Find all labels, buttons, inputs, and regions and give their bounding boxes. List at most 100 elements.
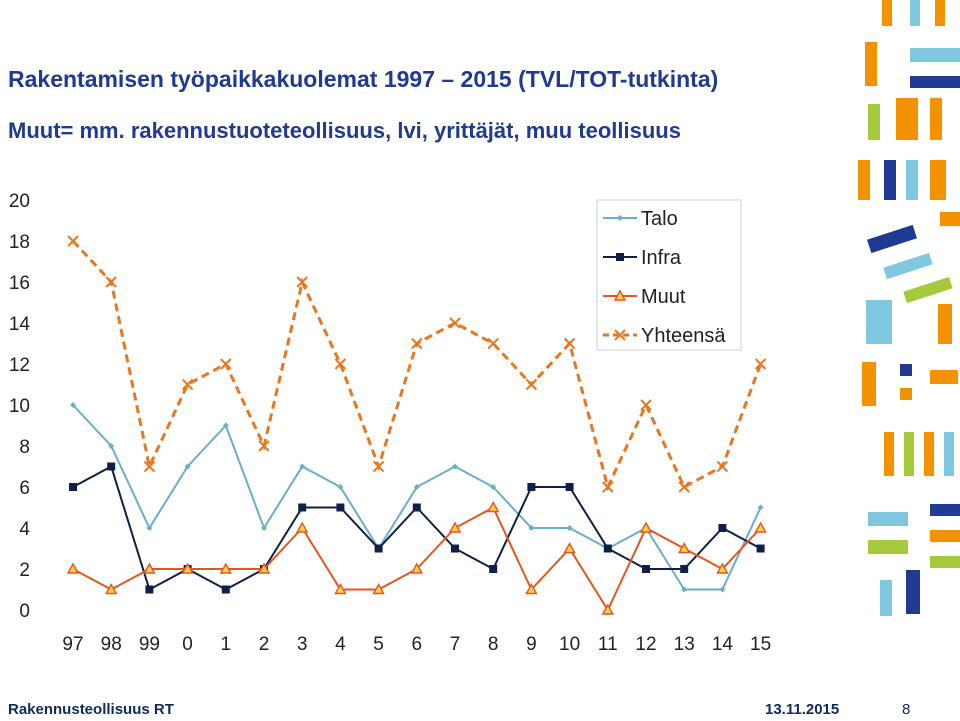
- legend-label-muut: Muut: [641, 286, 686, 308]
- data-point-infra: [298, 503, 307, 512]
- data-point-talo: [337, 484, 344, 490]
- data-point-muut: [143, 562, 156, 574]
- data-point-yhteens-: [411, 337, 423, 350]
- data-point-muut: [181, 562, 194, 574]
- legend-label-yhteens-: Yhteensä: [641, 325, 726, 347]
- data-point-infra: [336, 503, 345, 512]
- page-subtitle: Muut= mm. rakennustuoteteollisuus, lvi, …: [8, 118, 681, 143]
- x-tick-label: 8: [488, 634, 499, 655]
- data-point-infra: [145, 585, 154, 594]
- y-tick-label: 14: [9, 314, 31, 335]
- x-tick-label: 11: [598, 634, 618, 655]
- data-point-yhteens-: [525, 378, 538, 391]
- data-point-yhteens-: [487, 337, 499, 350]
- y-tick-label: 8: [19, 437, 30, 458]
- data-point-muut: [563, 542, 576, 554]
- legend-box: [596, 199, 742, 351]
- x-tick-label: 12: [635, 634, 656, 655]
- data-point-muut: [219, 562, 232, 574]
- data-point-infra: [565, 483, 574, 491]
- footer-date: 13.11.2015: [765, 701, 840, 718]
- footer-org: Rakennusteollisuus RT: [8, 701, 174, 718]
- legend-marker-muut: [613, 289, 627, 301]
- y-tick-label: 12: [9, 355, 30, 376]
- page-title: Rakentamisen työpaikkakuolemat 1997 – 20…: [8, 66, 719, 92]
- x-tick-label: 99: [139, 634, 160, 655]
- data-point-muut: [487, 501, 500, 513]
- y-tick-label: 2: [19, 560, 30, 581]
- data-point-talo: [299, 463, 306, 470]
- footer-page-number: 8: [902, 701, 911, 718]
- data-point-infra: [221, 585, 230, 594]
- data-point-muut: [410, 562, 423, 574]
- y-tick-label: 0: [19, 601, 30, 622]
- data-point-muut: [601, 603, 614, 615]
- data-point-infra: [451, 544, 459, 553]
- data-point-muut: [716, 562, 729, 574]
- y-tick-label: 20: [9, 191, 30, 212]
- data-point-muut: [525, 583, 538, 595]
- data-point-yhteens-: [67, 235, 79, 247]
- legend-marker-yhteens-: [614, 329, 626, 341]
- data-point-infra: [107, 462, 116, 471]
- data-point-talo: [222, 422, 229, 429]
- data-point-yhteens-: [602, 481, 614, 493]
- data-point-muut: [678, 542, 691, 554]
- data-point-yhteens-: [181, 378, 194, 391]
- data-point-infra: [374, 544, 383, 553]
- data-point-yhteens-: [449, 317, 461, 329]
- x-tick-label: 6: [412, 634, 423, 655]
- x-tick-label: 14: [712, 634, 734, 655]
- x-tick-label: 1: [221, 634, 232, 655]
- data-point-yhteens-: [372, 460, 385, 473]
- logo-stripes-icon: [858, 0, 960, 616]
- data-point-talo: [146, 525, 153, 531]
- data-point-talo: [70, 402, 76, 408]
- data-point-talo: [490, 484, 497, 490]
- data-point-talo: [681, 586, 688, 593]
- y-tick-label: 4: [19, 519, 30, 540]
- data-point-talo: [413, 484, 420, 490]
- y-tick-label: 6: [19, 478, 30, 499]
- data-point-muut: [639, 521, 653, 533]
- data-point-yhteens-: [754, 358, 767, 370]
- data-point-muut: [66, 562, 80, 574]
- data-point-muut: [105, 583, 118, 595]
- data-point-talo: [528, 525, 535, 531]
- data-point-infra: [527, 483, 536, 491]
- data-point-talo: [108, 443, 115, 449]
- data-point-muut: [257, 562, 271, 574]
- data-point-muut: [754, 521, 767, 533]
- y-tick-label: 18: [9, 232, 30, 253]
- data-point-talo: [452, 463, 458, 470]
- data-point-infra: [69, 483, 77, 491]
- y-tick-label: 10: [9, 396, 30, 417]
- y-tick-label: 16: [9, 273, 30, 294]
- x-tick-label: 7: [450, 634, 461, 655]
- data-point-infra: [756, 544, 765, 553]
- x-tick-label: 15: [750, 634, 771, 655]
- x-tick-label: 4: [335, 634, 346, 655]
- data-point-talo: [566, 525, 573, 531]
- data-point-infra: [680, 565, 689, 573]
- data-point-yhteens-: [678, 481, 690, 493]
- data-point-muut: [296, 521, 309, 533]
- data-point-yhteens-: [640, 399, 652, 411]
- data-point-muut: [334, 583, 347, 595]
- data-point-infra: [718, 524, 727, 532]
- data-point-yhteens-: [716, 460, 729, 473]
- data-point-talo: [719, 586, 726, 593]
- data-point-infra: [489, 565, 498, 573]
- data-point-infra: [603, 544, 612, 553]
- x-tick-label: 13: [674, 634, 695, 655]
- data-point-yhteens-: [143, 460, 156, 473]
- x-tick-label: 10: [559, 634, 580, 655]
- x-tick-label: 98: [101, 634, 122, 655]
- x-tick-label: 9: [526, 634, 537, 655]
- x-tick-label: 0: [182, 634, 193, 655]
- x-tick-label: 3: [297, 634, 308, 655]
- x-tick-label: 2: [259, 634, 270, 655]
- data-point-yhteens-: [296, 276, 308, 288]
